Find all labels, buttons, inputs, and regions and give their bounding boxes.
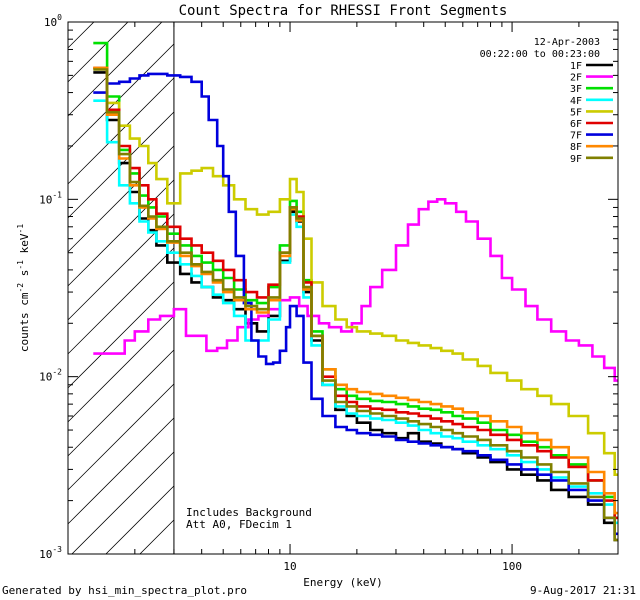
series-line-3F (93, 41, 618, 520)
y-tick-label: 10-3 (39, 545, 62, 561)
chart-title: Count Spectra for RHESSI Front Segments (179, 3, 508, 19)
series-line-2F (93, 198, 618, 382)
legend-label-7F: 7F (570, 131, 582, 142)
series-layer (93, 41, 618, 542)
y-tick-label: 100 (44, 13, 62, 29)
legend-label-3F: 3F (570, 84, 582, 95)
x-axis-label: Energy (keV) (303, 576, 382, 589)
legend-label-8F: 8F (570, 142, 582, 153)
legend-label-5F: 5F (570, 107, 582, 118)
legend-label-1F: 1F (570, 61, 582, 72)
footer-generated-by: Generated by hsi_min_spectra_plot.pro (2, 584, 247, 597)
note-background: Includes Background (186, 506, 312, 519)
x-tick-label: 100 (502, 560, 522, 573)
plot-frame (67, 21, 619, 555)
y-tick-label: 10-1 (39, 190, 62, 206)
y-tick-label: 10-2 (39, 368, 62, 384)
x-tick-label: 10 (283, 560, 296, 573)
y-axis-label: counts cm-2 s-1 keV-1 (16, 224, 31, 352)
series-line-4F (93, 99, 618, 525)
observation-date: 12-Apr-2003 (534, 37, 600, 48)
legend-label-6F: 6F (570, 119, 582, 130)
series-line-7F (93, 72, 618, 536)
axis-tick-labels: 10 100 10-3 10-2 10-1 100 (39, 13, 522, 573)
footer-timestamp: 9-Aug-2017 21:31 (530, 584, 636, 597)
series-line-6F (93, 66, 618, 520)
legend-label-9F: 9F (570, 154, 582, 165)
legend-label-2F: 2F (570, 73, 582, 84)
series-line-9F (93, 68, 618, 542)
note-attenuator: Att A0, FDecim 1 (186, 518, 292, 531)
hatch-lines (68, 22, 175, 554)
observation-time-range: 00:22:00 to 00:23:00 (480, 49, 600, 60)
hatched-region (68, 22, 175, 554)
series-line-5F (93, 66, 618, 476)
axis-ticks (67, 21, 619, 555)
legend-label-4F: 4F (570, 96, 582, 107)
